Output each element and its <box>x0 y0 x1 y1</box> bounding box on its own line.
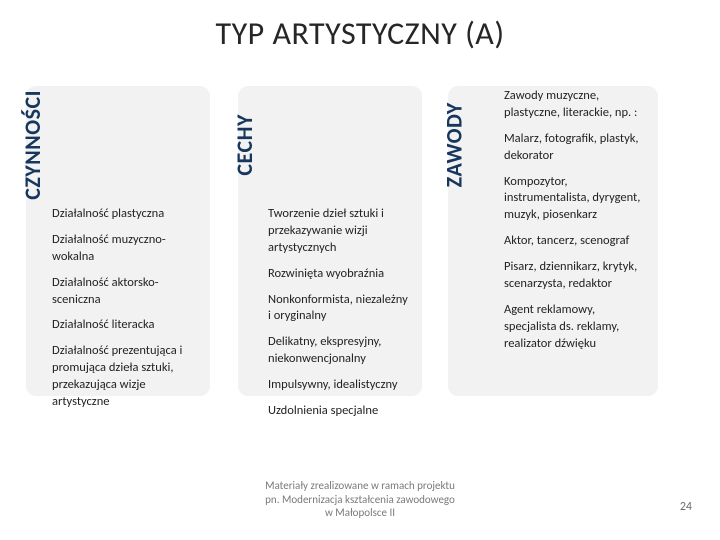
footer: Materiały zrealizowane w ramach projektu… <box>0 479 720 520</box>
list-item: Nonkonformista, niezależny i oryginalny <box>268 292 412 326</box>
items-zawody: Zawody muzyczne, plastyczne, literackie,… <box>478 86 648 352</box>
panel-zawody: ZAWODY Zawody muzyczne, plastyczne, lite… <box>448 86 658 396</box>
list-item: Kompozytor, instrumentalista, dyrygent, … <box>504 174 648 225</box>
list-item: Aktor, tancerz, scenograf <box>504 233 648 250</box>
panel-cechy: CECHY Tworzenie dzieł sztuki i przekazyw… <box>238 86 422 396</box>
vlabel-cechy: CECHY <box>230 86 260 204</box>
list-item: Zawody muzyczne, plastyczne, literackie,… <box>504 88 648 122</box>
footer-line: Materiały zrealizowane w ramach projektu <box>0 479 720 493</box>
list-item: Tworzenie dzieł sztuki i przekazywanie w… <box>268 206 412 257</box>
list-item: Malarz, fotografik, plastyk, dekorator <box>504 131 648 165</box>
list-item: Działalność aktorsko-sceniczna <box>52 275 200 309</box>
column-czynnosci: CZYNNOŚCI Działalność plastyczna Działal… <box>26 86 210 396</box>
vlabel-zawody: ZAWODY <box>440 86 470 204</box>
list-item: Agent reklamowy, specjalista ds. reklamy… <box>504 302 648 353</box>
list-item: Działalność literacka <box>52 317 200 334</box>
vlabel-zawody-text: ZAWODY <box>440 102 470 187</box>
list-item: Pisarz, dziennikarz, krytyk, scenarzysta… <box>504 259 648 293</box>
list-item: Działalność muzyczno-wokalna <box>52 232 200 266</box>
list-item: Impulsywny, idealistyczny <box>268 377 412 394</box>
vlabel-czynnosci-text: CZYNNOŚCI <box>18 90 48 200</box>
column-cechy: CECHY Tworzenie dzieł sztuki i przekazyw… <box>238 86 422 396</box>
columns-row: CZYNNOŚCI Działalność plastyczna Działal… <box>26 86 658 396</box>
column-zawody: ZAWODY Zawody muzyczne, plastyczne, lite… <box>448 86 658 396</box>
list-item: Uzdolnienia specjalne <box>268 403 412 420</box>
page-number: 24 <box>680 500 692 514</box>
items-czynnosci: Działalność plastyczna Działalność muzyc… <box>52 206 200 411</box>
list-item: Działalność prezentująca i promująca dzi… <box>52 343 200 411</box>
vlabel-czynnosci: CZYNNOŚCI <box>18 86 48 204</box>
list-item: Rozwinięta wyobraźnia <box>268 266 412 283</box>
footer-line: pn. Modernizacja kształcenia zawodowego <box>0 493 720 507</box>
list-item: Działalność plastyczna <box>52 206 200 223</box>
items-cechy: Tworzenie dzieł sztuki i przekazywanie w… <box>268 206 412 420</box>
list-item: Delikatny, ekspresyjny, niekonwencjonaln… <box>268 334 412 368</box>
slide: TYP ARTYSTYCZNY (A) CZYNNOŚCI Działalnoś… <box>0 0 720 540</box>
footer-line: w Małopolsce II <box>0 506 720 520</box>
panel-czynnosci: CZYNNOŚCI Działalność plastyczna Działal… <box>26 86 210 396</box>
page-title: TYP ARTYSTYCZNY (A) <box>0 0 720 53</box>
vlabel-cechy-text: CECHY <box>230 114 260 176</box>
